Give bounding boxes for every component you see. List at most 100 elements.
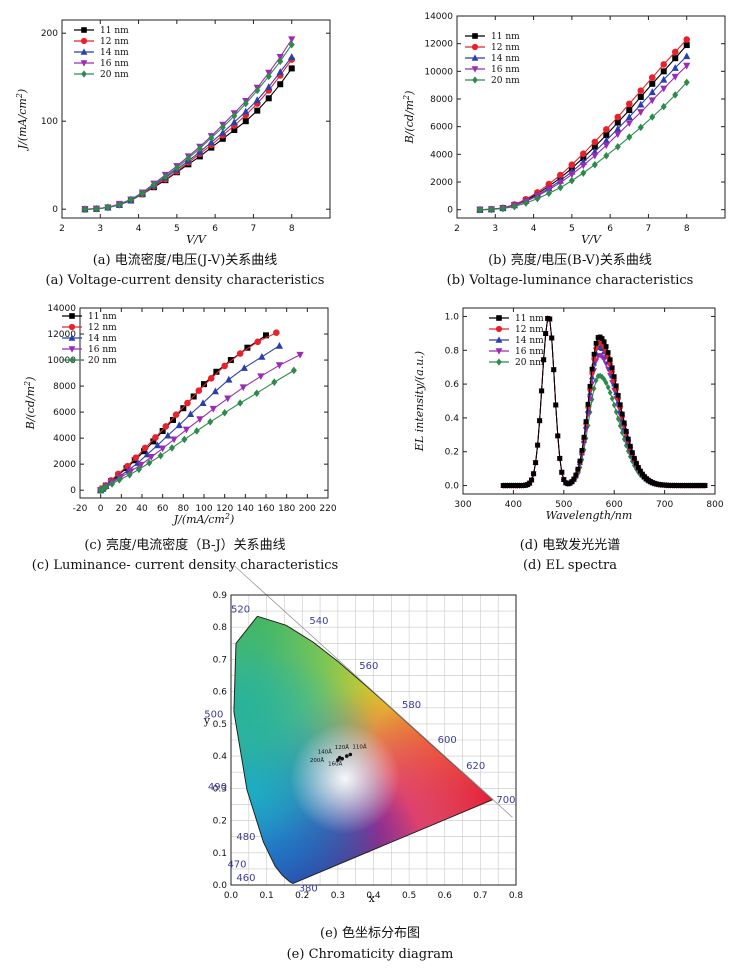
x-tick-label: 0.8: [509, 891, 524, 901]
y-tick-label: 14000: [47, 304, 76, 314]
x-axis-label: x: [369, 892, 376, 905]
data-point: [649, 113, 656, 121]
series-line: [479, 65, 688, 211]
data-point: [625, 113, 633, 120]
data-point: [613, 408, 619, 416]
chart-e-svg: 0.0 0.1 0.2 0.3 0.4 0.5 0.6 0.7 0.8 0.0 0.1 0.2 0.3 0…: [203, 565, 524, 905]
data-point: [602, 142, 610, 150]
data-point: [240, 364, 248, 371]
data-point: [591, 351, 597, 357]
series-line: [84, 59, 293, 210]
legend-marker: [81, 70, 87, 78]
legend-label: 20 nm: [88, 356, 117, 366]
data-point: [126, 471, 133, 479]
data-point: [184, 399, 191, 407]
x-tick-label: 220: [319, 504, 336, 514]
x-tick-label: 7: [251, 224, 257, 234]
data-point: [637, 109, 645, 116]
legend-label: 12 nm: [88, 323, 117, 333]
data-point: [476, 205, 483, 214]
data-point: [555, 433, 561, 439]
y-tick-label: 0.0: [445, 482, 460, 492]
data-point: [603, 131, 610, 138]
data-point: [568, 171, 576, 179]
x-tick-label: 7: [646, 224, 652, 234]
data-point: [164, 431, 172, 439]
data-point: [553, 402, 559, 408]
legend-marker: [69, 356, 75, 364]
data-point: [102, 483, 109, 491]
x-tick-label: 5: [569, 224, 575, 234]
data-point: [603, 151, 610, 160]
data-point: [181, 435, 188, 444]
plot-frame: [61, 19, 331, 219]
data-point: [637, 100, 645, 108]
legend-marker: [80, 60, 88, 67]
data-point: [141, 448, 148, 455]
x-tick-label: 8: [684, 224, 690, 234]
cie-point-label: 160Å: [328, 761, 342, 768]
y-tick-label: 12000: [47, 330, 76, 340]
y-tick-label: 12000: [424, 40, 453, 50]
data-point: [543, 331, 549, 336]
data-point: [159, 427, 166, 434]
data-point: [559, 469, 565, 475]
wavelength-label: 700: [496, 795, 515, 806]
y-tick-label: 6000: [430, 123, 453, 133]
data-point: [617, 402, 623, 408]
data-point: [116, 475, 123, 484]
legend-label: 20 nm: [515, 358, 544, 368]
data-point: [296, 351, 304, 359]
y-axis-label: EL intensity/(a.u.): [413, 351, 426, 452]
y-tick-label: 0.3: [213, 784, 227, 794]
data-point: [221, 362, 228, 370]
y-tick-label: 8000: [430, 95, 453, 105]
x-tick-label: 4: [136, 224, 142, 234]
y-tick-label: 0.6: [445, 380, 460, 390]
chart-c-svg: -20 0 20 40 60 80 100 120 140 160 180 200 220 0 2000 40…: [23, 304, 337, 526]
data-point: [277, 81, 284, 88]
data-point: [537, 418, 543, 424]
data-point: [626, 133, 633, 141]
legend-marker: [496, 315, 502, 321]
x-tick-label: 80: [178, 504, 190, 514]
data-point: [593, 345, 599, 351]
data-point: [276, 53, 284, 61]
legend-label: 11 nm: [100, 26, 129, 36]
cie-point-label: 140Å: [318, 749, 332, 756]
data-point: [625, 120, 633, 128]
data-point: [577, 458, 583, 464]
y-tick-label: 2000: [53, 460, 76, 470]
data-point: [153, 441, 162, 449]
data-point: [671, 73, 679, 81]
data-point: [638, 468, 643, 474]
data-point: [561, 477, 567, 482]
data-point: [231, 127, 238, 133]
data-point: [597, 372, 603, 379]
y-tick-label: 8000: [53, 382, 76, 392]
caption-e-en: (e) Chromaticity diagram: [286, 947, 454, 962]
cie-point: [340, 756, 344, 761]
data-point: [591, 385, 597, 392]
data-point: [221, 408, 228, 417]
chart-b-svg: 2 3 4 5 6 7 8 0 2000 4000 6000 8000 10000 12000 14000 V…: [402, 12, 726, 246]
caption-c-cn: (c) 亮度/电流密度（B-J）关系曲线: [84, 538, 286, 553]
data-point: [273, 329, 280, 337]
y-tick-label: 6000: [53, 408, 76, 418]
y-tick-label: 1.0: [445, 312, 460, 322]
data-point: [660, 61, 668, 68]
data-point: [534, 194, 541, 203]
data-point: [219, 135, 226, 142]
data-point: [242, 118, 249, 125]
data-point: [116, 201, 123, 209]
data-point: [127, 468, 135, 476]
legend-label: 11 nm: [491, 32, 520, 42]
data-point: [609, 395, 615, 402]
x-tick-label: 0.1: [259, 891, 273, 901]
legend-marker: [80, 48, 88, 55]
x-tick-label: 0.0: [224, 891, 239, 901]
data-point: [640, 471, 645, 477]
data-point: [591, 138, 599, 146]
data-point: [531, 471, 536, 477]
